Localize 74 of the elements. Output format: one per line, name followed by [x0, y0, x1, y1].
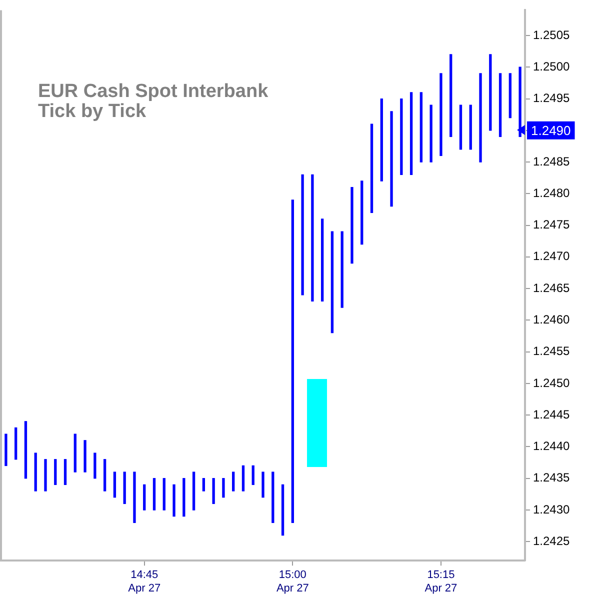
bar — [202, 478, 206, 492]
bar — [320, 218, 324, 302]
bar — [94, 452, 96, 479]
bar — [311, 174, 314, 302]
bar — [450, 54, 452, 138]
bar — [4, 434, 8, 466]
y-tick-label: 1.2475 — [533, 218, 570, 232]
y-tick-label: 1.2425 — [533, 534, 570, 548]
y-tick-label: 1.2480 — [533, 186, 570, 200]
bar — [340, 231, 344, 308]
bar — [172, 484, 176, 517]
bar — [430, 104, 432, 162]
y-tick-label: 1.2465 — [533, 280, 570, 295]
bar — [390, 111, 393, 207]
bar — [212, 478, 215, 504]
bar — [420, 92, 423, 162]
bar — [272, 472, 274, 523]
bar — [34, 452, 37, 492]
bar — [262, 472, 264, 498]
text: Tick by Tick — [38, 101, 147, 122]
bar — [498, 73, 502, 138]
bar — [192, 472, 196, 510]
bar — [74, 434, 76, 472]
bar — [222, 478, 225, 498]
y-tick-label: 1.2430 — [533, 502, 570, 516]
bar — [410, 92, 413, 176]
text: 1.2490 — [531, 122, 571, 138]
bar — [133, 472, 136, 523]
y-tick-label: 1.2435 — [533, 470, 570, 485]
y-tick-label: 1.2450 — [533, 376, 570, 390]
bar — [113, 472, 116, 498]
bar — [143, 484, 146, 510]
text: EUR Cash Spot Interbank — [38, 81, 269, 102]
bar — [330, 231, 334, 334]
y-tick-label: 1.2440 — [533, 439, 570, 454]
y-tick-label: 1.2460 — [533, 312, 570, 327]
bar — [459, 104, 462, 150]
bar — [252, 465, 254, 486]
bar — [152, 478, 156, 510]
bar — [360, 180, 364, 245]
bar — [84, 440, 86, 472]
bar — [350, 187, 354, 264]
bar — [103, 459, 106, 492]
bar — [489, 54, 492, 131]
y-tick-label: 1.2505 — [533, 28, 570, 42]
y-tick-label: 1.2455 — [533, 344, 570, 358]
x-tick-label: 14:45 Apr 27 — [128, 569, 161, 594]
bar — [380, 98, 383, 182]
bar — [242, 465, 245, 492]
bar — [508, 73, 512, 118]
bar — [479, 73, 482, 162]
bar — [281, 484, 284, 536]
y-tick-label: 1.2485 — [533, 154, 570, 168]
bar — [14, 427, 18, 460]
x-tick-label: 15:00 Apr 27 — [276, 569, 309, 594]
bar — [44, 459, 47, 492]
y-tick-label: 1.2495 — [533, 91, 570, 106]
x-tick-label: 15:15 Apr 27 — [424, 569, 458, 594]
bar — [232, 472, 235, 492]
y-tick-label: 1.2445 — [533, 407, 570, 422]
y-tick-label: 1.2500 — [533, 59, 570, 74]
bar — [162, 478, 166, 510]
bar — [54, 459, 57, 486]
bar — [123, 472, 126, 504]
bar — [370, 124, 374, 213]
bar — [291, 200, 294, 523]
bar — [64, 459, 67, 486]
y-tick-label: 1.2470 — [533, 249, 570, 264]
bar — [440, 73, 442, 156]
bar — [24, 421, 28, 479]
bar — [400, 98, 403, 176]
bar — [182, 478, 186, 517]
bar — [301, 174, 304, 296]
bar — [469, 104, 472, 150]
